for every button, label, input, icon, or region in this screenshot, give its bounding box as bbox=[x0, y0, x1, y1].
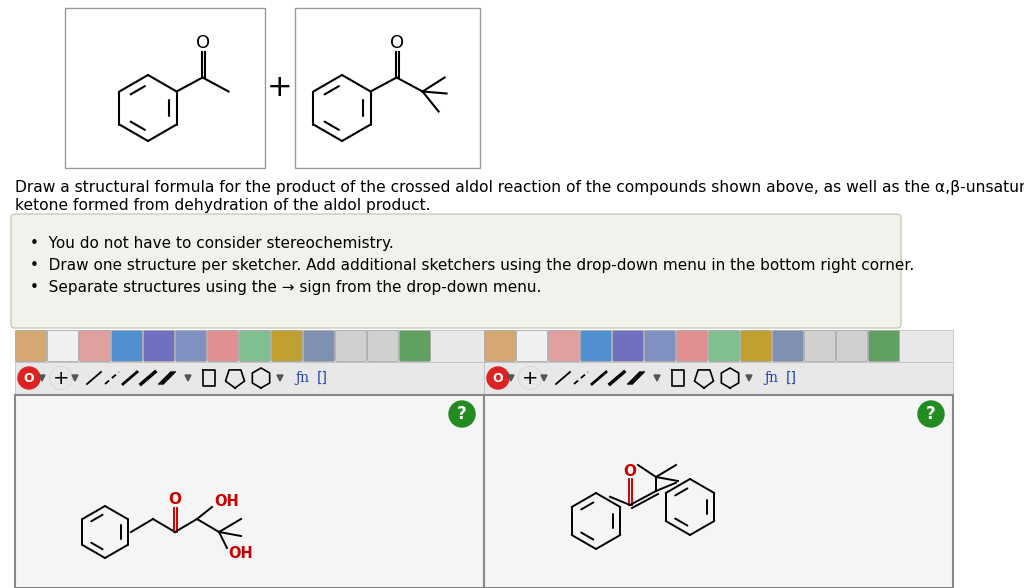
Polygon shape bbox=[72, 375, 78, 381]
FancyBboxPatch shape bbox=[336, 330, 367, 362]
Circle shape bbox=[449, 401, 475, 427]
FancyBboxPatch shape bbox=[612, 330, 643, 362]
Circle shape bbox=[918, 401, 944, 427]
FancyBboxPatch shape bbox=[709, 330, 739, 362]
Polygon shape bbox=[654, 375, 660, 381]
Polygon shape bbox=[39, 375, 45, 381]
FancyBboxPatch shape bbox=[549, 330, 580, 362]
Bar bbox=[15, 362, 484, 395]
Text: []: [] bbox=[786, 371, 797, 385]
FancyBboxPatch shape bbox=[368, 330, 398, 362]
FancyBboxPatch shape bbox=[240, 330, 270, 362]
Text: OH: OH bbox=[228, 546, 253, 560]
FancyBboxPatch shape bbox=[740, 330, 771, 362]
FancyBboxPatch shape bbox=[484, 330, 515, 362]
Bar bbox=[295, 8, 480, 168]
Text: []: [] bbox=[317, 371, 328, 385]
FancyBboxPatch shape bbox=[175, 330, 207, 362]
Bar bbox=[484, 395, 953, 588]
Text: +: + bbox=[522, 369, 539, 387]
FancyBboxPatch shape bbox=[399, 330, 430, 362]
Text: +: + bbox=[267, 74, 293, 102]
FancyBboxPatch shape bbox=[143, 330, 174, 362]
Text: •  You do not have to consider stereochemistry.: • You do not have to consider stereochem… bbox=[30, 236, 394, 251]
Polygon shape bbox=[278, 375, 283, 381]
Text: O: O bbox=[169, 493, 181, 507]
Bar bbox=[484, 330, 953, 362]
Text: O: O bbox=[624, 463, 637, 479]
FancyBboxPatch shape bbox=[80, 330, 111, 362]
Text: O: O bbox=[389, 35, 403, 52]
Polygon shape bbox=[541, 375, 547, 381]
FancyBboxPatch shape bbox=[11, 214, 901, 328]
Circle shape bbox=[519, 367, 541, 389]
FancyBboxPatch shape bbox=[581, 330, 611, 362]
FancyBboxPatch shape bbox=[208, 330, 239, 362]
FancyBboxPatch shape bbox=[271, 330, 302, 362]
Polygon shape bbox=[508, 375, 514, 381]
Text: ?: ? bbox=[457, 405, 467, 423]
FancyBboxPatch shape bbox=[47, 330, 79, 362]
Bar bbox=[15, 395, 484, 588]
Text: ketone formed from dehydration of the aldol product.: ketone formed from dehydration of the al… bbox=[15, 198, 430, 213]
Bar bbox=[484, 362, 953, 395]
Circle shape bbox=[50, 367, 72, 389]
Text: +: + bbox=[53, 369, 70, 387]
FancyBboxPatch shape bbox=[772, 330, 804, 362]
Text: •  Separate structures using the → sign from the drop-down menu.: • Separate structures using the → sign f… bbox=[30, 280, 542, 295]
Circle shape bbox=[487, 367, 509, 389]
FancyBboxPatch shape bbox=[112, 330, 142, 362]
Text: O: O bbox=[196, 35, 210, 52]
Text: ?: ? bbox=[926, 405, 936, 423]
Circle shape bbox=[18, 367, 40, 389]
FancyBboxPatch shape bbox=[15, 330, 46, 362]
Bar bbox=[15, 330, 484, 362]
FancyBboxPatch shape bbox=[516, 330, 548, 362]
Text: O: O bbox=[24, 372, 35, 385]
FancyBboxPatch shape bbox=[644, 330, 676, 362]
Text: ƒn: ƒn bbox=[295, 371, 309, 385]
FancyBboxPatch shape bbox=[868, 330, 899, 362]
FancyBboxPatch shape bbox=[303, 330, 335, 362]
Polygon shape bbox=[746, 375, 752, 381]
Text: OH: OH bbox=[214, 495, 239, 509]
Text: ƒn: ƒn bbox=[764, 371, 778, 385]
Bar bbox=[65, 8, 265, 168]
Text: O: O bbox=[493, 372, 504, 385]
Polygon shape bbox=[185, 375, 191, 381]
FancyBboxPatch shape bbox=[805, 330, 836, 362]
FancyBboxPatch shape bbox=[837, 330, 867, 362]
Text: •  Draw one structure per sketcher. Add additional sketchers using the drop-down: • Draw one structure per sketcher. Add a… bbox=[30, 258, 914, 273]
Text: Draw a structural formula for the product of the crossed aldol reaction of the c: Draw a structural formula for the produc… bbox=[15, 180, 1024, 195]
FancyBboxPatch shape bbox=[677, 330, 708, 362]
